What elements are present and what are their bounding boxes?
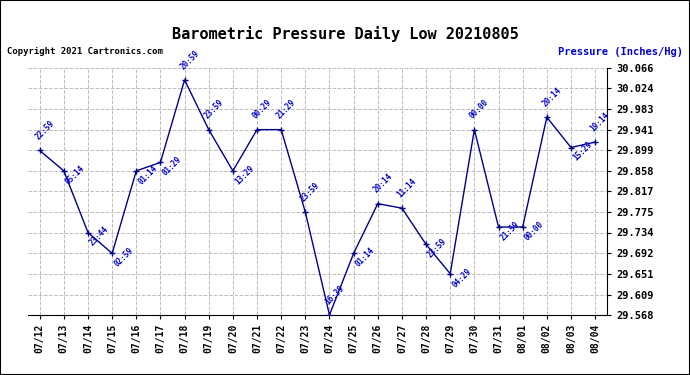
Text: 00:29: 00:29 bbox=[250, 98, 273, 121]
Text: 23:44: 23:44 bbox=[88, 225, 110, 248]
Text: 23:59: 23:59 bbox=[426, 237, 449, 260]
Text: 05:14: 05:14 bbox=[63, 164, 86, 186]
Text: 20:14: 20:14 bbox=[540, 86, 563, 108]
Text: 11:14: 11:14 bbox=[395, 177, 418, 199]
Text: 21:29: 21:29 bbox=[275, 98, 297, 121]
Text: 00:00: 00:00 bbox=[523, 220, 545, 242]
Text: 21:59: 21:59 bbox=[498, 220, 521, 242]
Text: 22:59: 22:59 bbox=[33, 119, 56, 141]
Text: 01:29: 01:29 bbox=[160, 155, 183, 178]
Text: 15:29: 15:29 bbox=[571, 140, 593, 163]
Text: 20:14: 20:14 bbox=[371, 172, 394, 195]
Text: 00:00: 00:00 bbox=[468, 98, 491, 121]
Text: Barometric Pressure Daily Low 20210805: Barometric Pressure Daily Low 20210805 bbox=[172, 26, 518, 42]
Text: 20:59: 20:59 bbox=[178, 48, 201, 71]
Text: Copyright 2021 Cartronics.com: Copyright 2021 Cartronics.com bbox=[7, 47, 163, 56]
Text: 23:59: 23:59 bbox=[202, 98, 225, 121]
Text: 04:29: 04:29 bbox=[450, 266, 473, 289]
Text: Pressure (Inches/Hg): Pressure (Inches/Hg) bbox=[558, 47, 683, 57]
Text: 01:14: 01:14 bbox=[353, 246, 376, 268]
Text: 13:29: 13:29 bbox=[233, 164, 255, 186]
Text: 19:14: 19:14 bbox=[589, 110, 611, 133]
Text: 02:59: 02:59 bbox=[112, 246, 135, 268]
Text: 01:14: 01:14 bbox=[136, 164, 159, 186]
Text: 23:59: 23:59 bbox=[299, 180, 322, 203]
Text: 16:39: 16:39 bbox=[323, 284, 346, 306]
